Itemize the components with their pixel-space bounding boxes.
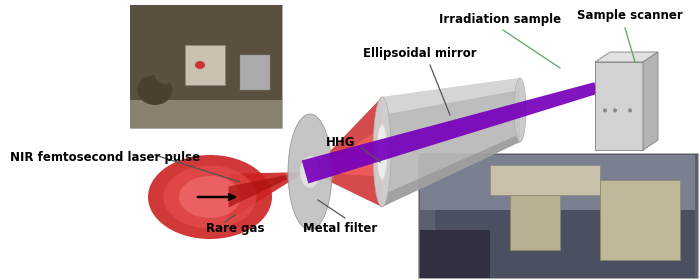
Polygon shape [382, 134, 520, 207]
Polygon shape [382, 78, 520, 115]
Text: Irradiation sample: Irradiation sample [439, 13, 561, 26]
Ellipse shape [613, 108, 617, 112]
Polygon shape [595, 62, 643, 150]
Polygon shape [302, 82, 598, 183]
Ellipse shape [179, 176, 241, 218]
Polygon shape [240, 55, 270, 90]
Ellipse shape [148, 155, 272, 239]
Polygon shape [643, 52, 658, 150]
Polygon shape [185, 45, 225, 85]
Polygon shape [315, 127, 382, 177]
Ellipse shape [306, 169, 314, 175]
Text: NIR femtosecond laser pulse: NIR femtosecond laser pulse [10, 151, 200, 165]
Polygon shape [310, 97, 382, 207]
Ellipse shape [302, 166, 318, 178]
Text: Ellipsoidal mirror: Ellipsoidal mirror [363, 47, 477, 60]
Text: Rare gas: Rare gas [206, 222, 265, 235]
Text: HHG: HHG [326, 136, 355, 148]
Polygon shape [510, 195, 560, 250]
Polygon shape [130, 5, 282, 128]
Ellipse shape [603, 108, 607, 112]
Polygon shape [595, 52, 658, 62]
Polygon shape [418, 153, 698, 278]
Polygon shape [435, 210, 695, 278]
Polygon shape [600, 180, 680, 260]
Ellipse shape [300, 156, 320, 188]
Ellipse shape [286, 153, 335, 191]
Ellipse shape [288, 114, 332, 230]
Polygon shape [130, 100, 282, 128]
Polygon shape [229, 172, 305, 220]
Ellipse shape [195, 61, 205, 69]
Polygon shape [420, 230, 490, 278]
Ellipse shape [164, 165, 256, 228]
Ellipse shape [628, 108, 632, 112]
Polygon shape [382, 78, 520, 207]
Ellipse shape [377, 125, 387, 179]
Text: Sample scanner: Sample scanner [577, 9, 683, 22]
Ellipse shape [155, 66, 175, 84]
Text: Metal filter: Metal filter [303, 222, 377, 235]
Polygon shape [130, 5, 282, 128]
Polygon shape [229, 172, 302, 207]
Ellipse shape [514, 78, 526, 142]
Ellipse shape [137, 75, 172, 105]
Ellipse shape [295, 161, 324, 183]
Ellipse shape [373, 97, 391, 207]
Polygon shape [420, 155, 695, 210]
Polygon shape [490, 165, 600, 195]
